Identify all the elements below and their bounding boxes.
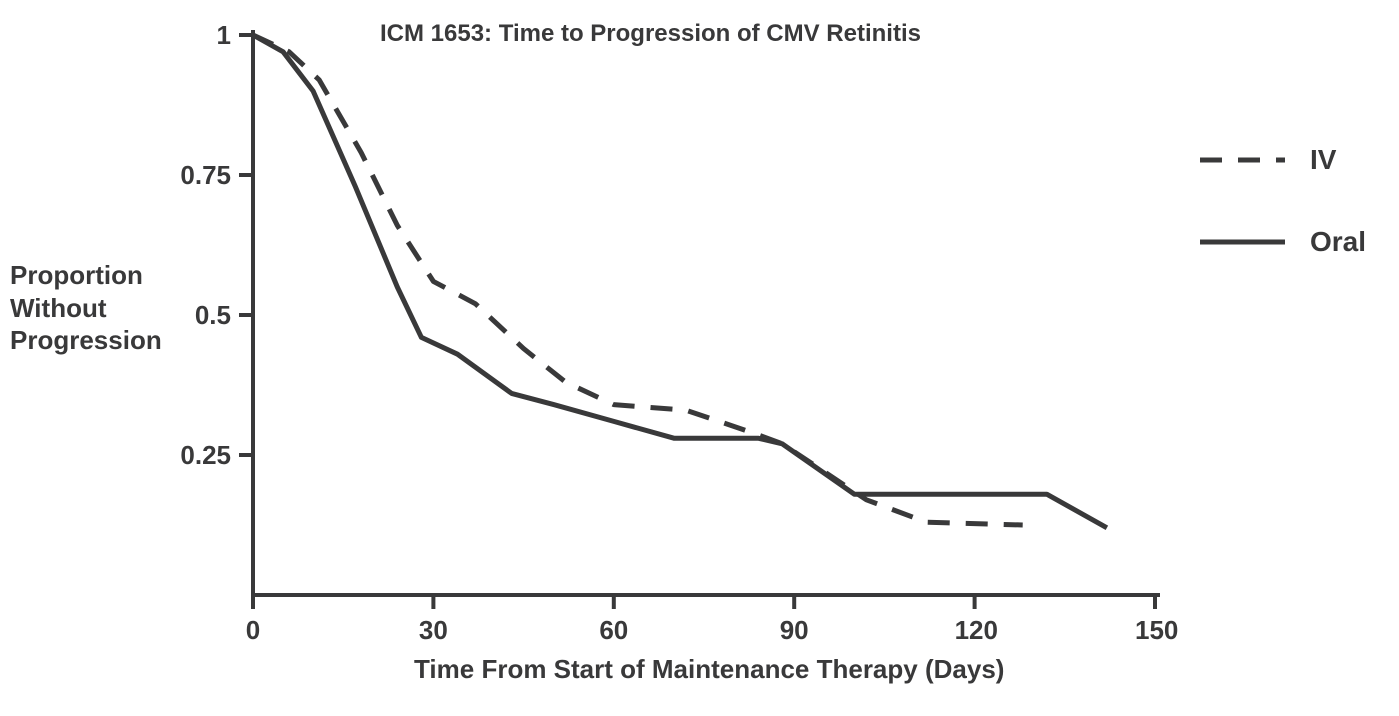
series-oral	[253, 35, 1107, 528]
x-axis-label: Time From Start of Maintenance Therapy (…	[414, 654, 1004, 685]
x-tick-label: 90	[774, 615, 814, 646]
y-tick-label: 0.25	[180, 440, 231, 471]
x-tick-label: 150	[1135, 615, 1175, 646]
y-tick-label: 1	[217, 20, 231, 51]
y-axis-label-line: Progression	[10, 324, 162, 357]
x-tick-label: 0	[233, 615, 273, 646]
x-tick-label: 60	[594, 615, 634, 646]
y-tick-label: 0.75	[180, 160, 231, 191]
y-axis-label: Proportion Without Progression	[10, 259, 162, 357]
legend-iv-label: IV	[1310, 144, 1336, 176]
chart-title: ICM 1653: Time to Progression of CMV Ret…	[380, 20, 921, 48]
chart-container: { "chart": { "type": "line", "title": "I…	[0, 0, 1399, 716]
series-iv	[253, 35, 1023, 525]
y-axis-label-line: Proportion	[10, 259, 162, 292]
x-tick-label: 30	[413, 615, 453, 646]
survival-chart	[0, 0, 1399, 716]
legend-oral-label: Oral	[1310, 226, 1366, 258]
y-axis-label-line: Without	[10, 292, 162, 325]
y-tick-label: 0.5	[195, 300, 231, 331]
x-tick-label: 120	[955, 615, 995, 646]
